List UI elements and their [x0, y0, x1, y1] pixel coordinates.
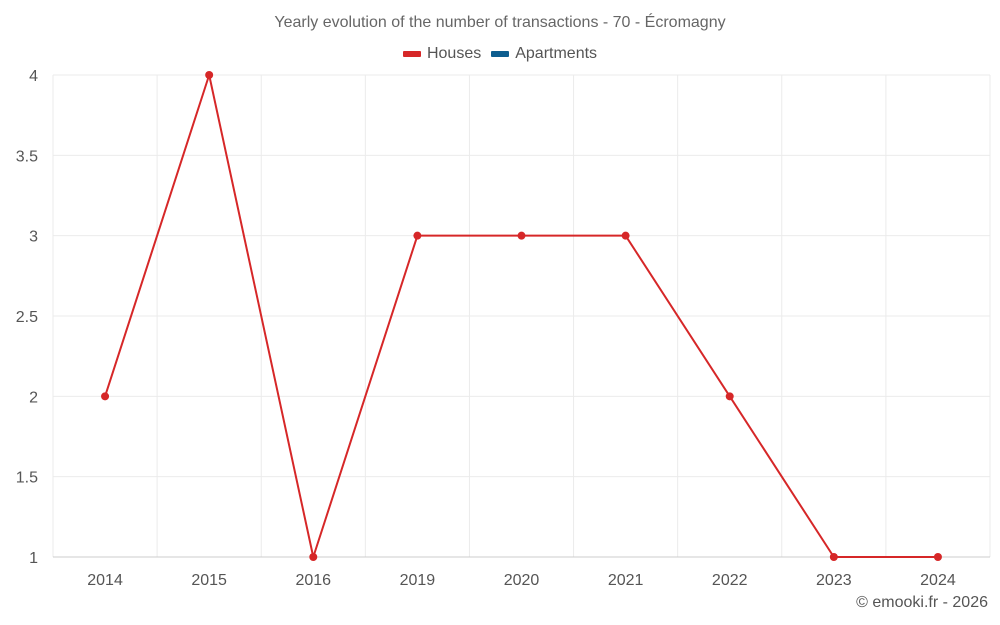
data-point-houses: [933, 553, 942, 561]
x-tick-label: 2023: [816, 572, 852, 589]
y-tick-label: 4: [29, 68, 38, 85]
y-tick-label: 3.5: [16, 148, 38, 165]
data-point-houses: [725, 392, 734, 401]
chart-legend: Houses Apartments: [0, 45, 1000, 63]
data-point-houses: [205, 71, 214, 79]
y-tick-label: 2.5: [16, 309, 38, 326]
x-tick-label: 2019: [400, 572, 436, 589]
data-point-houses: [829, 553, 838, 561]
x-tick-label: 2014: [87, 572, 123, 589]
x-tick-label: 2020: [504, 572, 540, 589]
legend-item-apartments[interactable]: Apartments: [491, 45, 597, 63]
y-tick-label: 1: [29, 550, 38, 567]
x-tick-label: 2024: [920, 572, 956, 589]
x-tick-label: 2022: [712, 572, 748, 589]
legend-item-houses[interactable]: Houses: [402, 45, 482, 63]
y-tick-label: 2: [29, 389, 38, 406]
legend-label-houses: Houses: [426, 45, 482, 62]
y-tick-label: 1.5: [16, 470, 38, 487]
x-tick-label: 2016: [295, 572, 331, 589]
x-tick-label: 2021: [608, 572, 644, 589]
data-point-houses: [413, 231, 422, 240]
chart-title: Yearly evolution of the number of transa…: [274, 14, 726, 31]
legend-swatch-apartments: [491, 51, 510, 57]
data-point-houses: [517, 231, 526, 240]
y-tick-label: 3: [29, 229, 38, 246]
data-point-houses: [309, 553, 318, 561]
credit-text: © emooki.fr - 2026: [856, 594, 988, 611]
data-point-houses: [621, 231, 630, 240]
legend-label-apartments: Apartments: [515, 45, 598, 62]
data-point-houses: [101, 392, 110, 401]
x-tick-label: 2015: [191, 572, 227, 589]
legend-swatch-houses: [402, 51, 421, 57]
